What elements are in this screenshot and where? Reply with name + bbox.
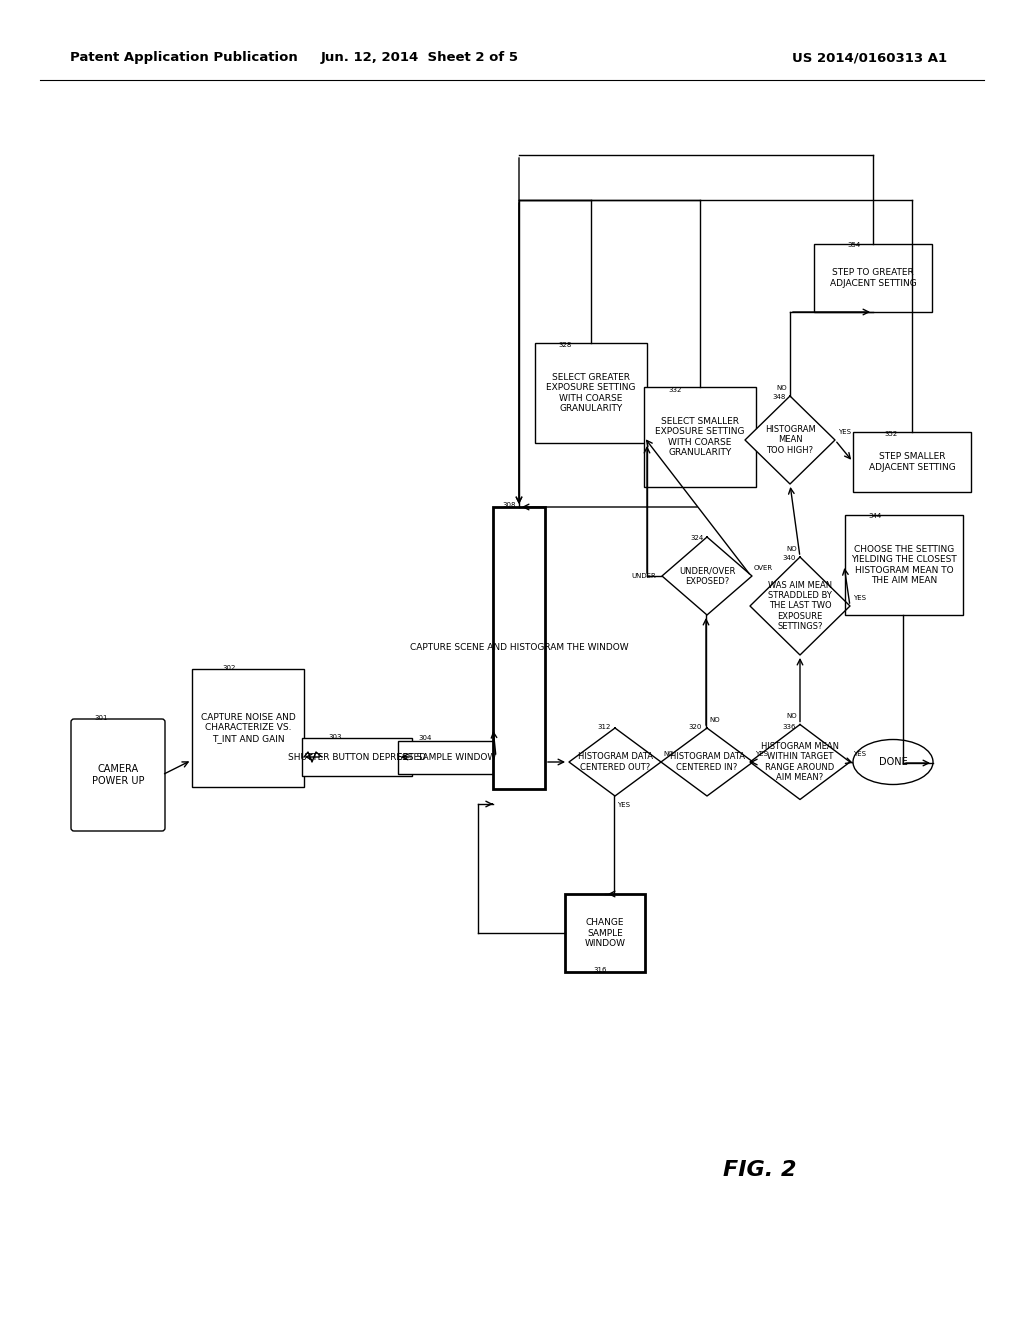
Text: 348: 348 <box>772 393 785 400</box>
Text: NO: NO <box>786 714 798 719</box>
Text: NO: NO <box>786 546 798 552</box>
Text: DONE: DONE <box>879 756 907 767</box>
Ellipse shape <box>853 739 933 784</box>
Text: HISTOGRAM MEAN
WITHIN TARGET
RANGE AROUND
AIM MEAN?: HISTOGRAM MEAN WITHIN TARGET RANGE AROUN… <box>761 742 839 781</box>
Text: 324: 324 <box>690 535 703 541</box>
Text: NO: NO <box>663 751 674 756</box>
Bar <box>302 738 412 776</box>
Text: 344: 344 <box>868 513 882 519</box>
Text: WAS AIM MEAN
STRADDLED BY
THE LAST TWO
EXPOSURE
SETTINGS?: WAS AIM MEAN STRADDLED BY THE LAST TWO E… <box>768 581 833 631</box>
Bar <box>398 741 496 774</box>
Bar <box>535 343 647 444</box>
Bar <box>565 894 645 972</box>
Text: CAPTURE NOISE AND
CHARACTERIZE VS.
T_INT AND GAIN: CAPTURE NOISE AND CHARACTERIZE VS. T_INT… <box>201 713 295 743</box>
Text: CAMERA
POWER UP: CAMERA POWER UP <box>92 764 144 785</box>
Polygon shape <box>750 725 850 800</box>
Text: UNDER/OVER
EXPOSED?: UNDER/OVER EXPOSED? <box>679 566 735 586</box>
Text: SET SAMPLE WINDOW: SET SAMPLE WINDOW <box>397 752 497 762</box>
Text: 316: 316 <box>593 968 607 973</box>
Text: 301: 301 <box>94 715 108 721</box>
Text: US 2014/0160313 A1: US 2014/0160313 A1 <box>793 51 947 65</box>
Bar <box>193 669 304 787</box>
Text: OVER: OVER <box>754 565 773 572</box>
Text: SELECT SMALLER
EXPOSURE SETTING
WITH COARSE
GRANULARITY: SELECT SMALLER EXPOSURE SETTING WITH COA… <box>655 417 744 457</box>
Text: YES: YES <box>853 595 866 601</box>
Text: 328: 328 <box>558 342 571 348</box>
Text: YES: YES <box>617 803 630 808</box>
Text: 303: 303 <box>328 734 341 741</box>
Text: STEP TO GREATER
ADJACENT SETTING: STEP TO GREATER ADJACENT SETTING <box>829 268 916 288</box>
Text: Jun. 12, 2014  Sheet 2 of 5: Jun. 12, 2014 Sheet 2 of 5 <box>321 51 519 65</box>
Text: CHANGE
SAMPLE
WINDOW: CHANGE SAMPLE WINDOW <box>585 919 626 948</box>
Text: FIG. 2: FIG. 2 <box>723 1160 797 1180</box>
Text: NO: NO <box>776 385 787 391</box>
Bar <box>493 507 545 789</box>
Text: CHOOSE THE SETTING
YIELDING THE CLOSEST
HISTOGRAM MEAN TO
THE AIM MEAN: CHOOSE THE SETTING YIELDING THE CLOSEST … <box>851 545 956 585</box>
Text: NO: NO <box>709 717 720 723</box>
Text: 340: 340 <box>782 554 796 561</box>
Bar <box>853 432 971 492</box>
Text: HISTOGRAM DATA
CENTERED OUT?: HISTOGRAM DATA CENTERED OUT? <box>578 752 652 772</box>
FancyBboxPatch shape <box>71 719 165 832</box>
Bar <box>644 387 756 487</box>
Text: YES: YES <box>838 429 851 436</box>
Polygon shape <box>745 396 835 484</box>
Polygon shape <box>662 729 753 796</box>
Text: CAPTURE SCENE AND HISTOGRAM THE WINDOW: CAPTURE SCENE AND HISTOGRAM THE WINDOW <box>410 644 629 652</box>
Text: 354: 354 <box>847 242 860 248</box>
Text: SHUTTER BUTTON DEPRESSED: SHUTTER BUTTON DEPRESSED <box>288 752 426 762</box>
Polygon shape <box>662 537 752 615</box>
Text: STEP SMALLER
ADJACENT SETTING: STEP SMALLER ADJACENT SETTING <box>868 453 955 471</box>
Text: 352: 352 <box>884 432 897 437</box>
Text: 336: 336 <box>782 723 796 730</box>
Text: YES: YES <box>755 751 768 756</box>
Bar <box>814 244 932 312</box>
Text: 304: 304 <box>418 735 431 741</box>
Text: 308: 308 <box>502 502 515 508</box>
Bar <box>845 515 963 615</box>
Text: Patent Application Publication: Patent Application Publication <box>70 51 298 65</box>
Text: UNDER: UNDER <box>631 573 655 579</box>
Text: 320: 320 <box>688 723 701 730</box>
Text: HISTOGRAM DATA
CENTERED IN?: HISTOGRAM DATA CENTERED IN? <box>670 752 744 772</box>
Text: 312: 312 <box>597 723 610 730</box>
Text: 302: 302 <box>222 665 236 671</box>
Polygon shape <box>569 729 662 796</box>
Text: HISTOGRAM
MEAN
TOO HIGH?: HISTOGRAM MEAN TOO HIGH? <box>765 425 815 455</box>
Text: 332: 332 <box>668 387 681 393</box>
Polygon shape <box>750 557 850 655</box>
Text: SELECT GREATER
EXPOSURE SETTING
WITH COARSE
GRANULARITY: SELECT GREATER EXPOSURE SETTING WITH COA… <box>546 372 636 413</box>
Text: YES: YES <box>853 751 866 756</box>
